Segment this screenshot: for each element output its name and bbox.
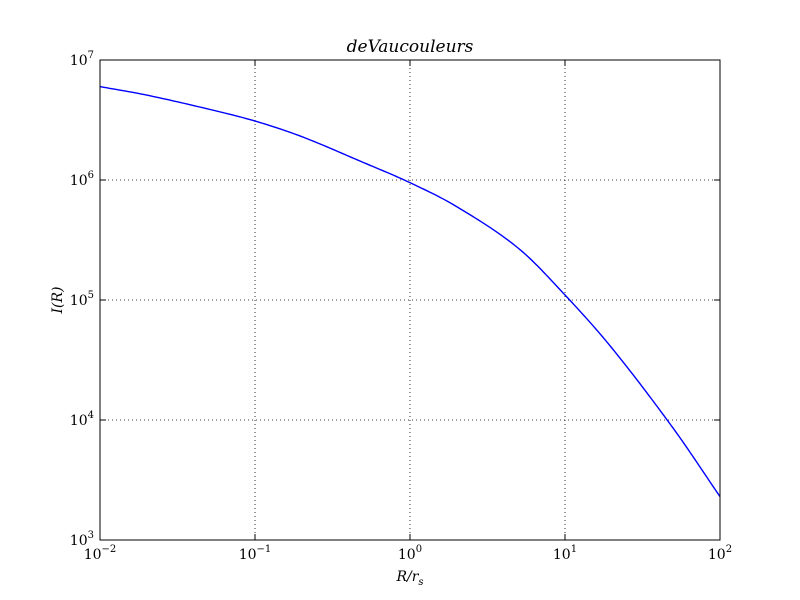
x-tick-label-base: 10 bbox=[553, 547, 571, 563]
x-axis-label: R/rs bbox=[395, 569, 423, 588]
x-tick-label-exponent: −2 bbox=[102, 544, 117, 555]
tick-marks bbox=[99, 59, 721, 541]
y-tick-label-base: 10 bbox=[70, 173, 88, 189]
x-tick-label: 10−2 bbox=[84, 544, 117, 563]
y-tick-label-exponent: 6 bbox=[88, 170, 94, 181]
x-tick-label-exponent: 0 bbox=[416, 544, 422, 555]
y-tick-label: 107 bbox=[70, 50, 94, 69]
x-axis-label-subscript: s bbox=[418, 577, 423, 588]
y-axis-label: I(R) bbox=[50, 287, 66, 315]
y-tick-label-exponent: 5 bbox=[88, 290, 94, 301]
y-tick-label-exponent: 7 bbox=[88, 50, 94, 61]
x-tick-label-base: 10 bbox=[84, 547, 102, 563]
x-tick-label-exponent: 2 bbox=[726, 544, 732, 555]
y-tick-label: 104 bbox=[70, 410, 94, 429]
y-tick-label-base: 10 bbox=[70, 533, 88, 549]
grid bbox=[100, 60, 720, 540]
x-axis-label-main: R/r bbox=[395, 569, 419, 585]
chart-title: deVaucouleurs bbox=[347, 37, 474, 57]
x-tick-label-base: 10 bbox=[239, 547, 257, 563]
x-tick-label-base: 10 bbox=[398, 547, 416, 563]
y-tick-label: 106 bbox=[70, 170, 94, 189]
x-tick-label: 102 bbox=[708, 544, 732, 563]
x-tick-label: 101 bbox=[553, 544, 577, 563]
y-tick-label-exponent: 4 bbox=[88, 410, 94, 421]
x-tick-label: 10−1 bbox=[239, 544, 272, 563]
x-tick-label: 100 bbox=[398, 544, 422, 563]
y-tick-label: 105 bbox=[70, 290, 94, 309]
series-line bbox=[99, 85, 721, 497]
y-tick-label-exponent: 3 bbox=[88, 530, 94, 541]
y-tick-label-base: 10 bbox=[70, 53, 88, 69]
x-tick-label-exponent: −1 bbox=[257, 544, 272, 555]
x-tick-label-base: 10 bbox=[708, 547, 726, 563]
series-layer bbox=[99, 85, 721, 497]
x-tick-label-exponent: 1 bbox=[571, 544, 577, 555]
y-tick-label: 103 bbox=[70, 530, 94, 549]
y-tick-label-base: 10 bbox=[70, 293, 88, 309]
y-tick-label-base: 10 bbox=[70, 413, 88, 429]
